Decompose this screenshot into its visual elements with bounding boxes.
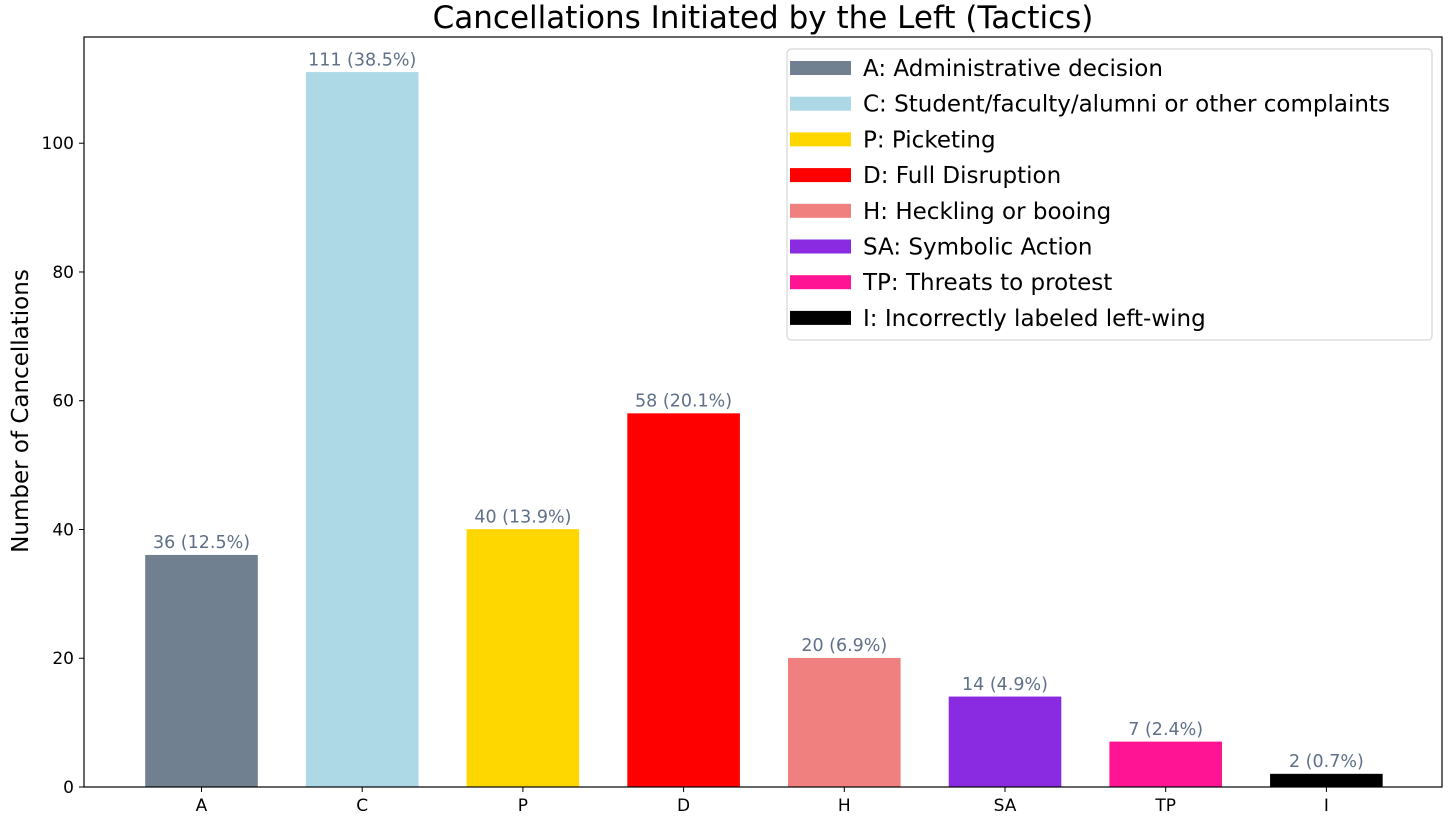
y-tick-label: 60 — [52, 392, 74, 412]
bar-value-label: 20 (6.9%) — [801, 636, 887, 656]
x-tick-label: I — [1324, 796, 1329, 816]
bar-value-label: 14 (4.9%) — [962, 675, 1048, 695]
legend-label-c: C: Student/faculty/alumni or other compl… — [863, 92, 1390, 118]
y-tick-label: 0 — [63, 778, 74, 798]
bar-value-label: 36 (12.5%) — [153, 533, 250, 553]
legend-label-h: H: Heckling or booing — [863, 199, 1111, 225]
x-tick-label: TP — [1154, 796, 1176, 816]
x-tick-label: D — [677, 796, 690, 816]
chart-title: Cancellations Initiated by the Left (Tac… — [433, 0, 1094, 36]
legend-label-d: D: Full Disruption — [863, 163, 1061, 189]
legend-label-i: I: Incorrectly labeled left-wing — [863, 306, 1206, 332]
legend-label-p: P: Picketing — [863, 127, 996, 153]
y-tick-label: 80 — [52, 263, 74, 283]
legend-swatch-d — [790, 168, 851, 183]
y-axis-label: Number of Cancellations — [8, 269, 34, 553]
y-tick-label: 40 — [52, 520, 74, 540]
legend-label-a: A: Administrative decision — [863, 56, 1163, 82]
legend-swatch-h — [790, 203, 851, 218]
legend-swatch-i — [790, 310, 851, 325]
legend-swatch-c — [790, 96, 851, 111]
x-tick-label: C — [356, 796, 368, 816]
x-tick-label: H — [838, 796, 851, 816]
plot-area: 36 (12.5%) A 111 (38.5%) C 40 (13.9%) P 58 (20… — [42, 36, 1443, 816]
bar-a — [145, 554, 258, 788]
x-tick-label: A — [196, 796, 208, 816]
y-tick-label: 20 — [52, 649, 74, 669]
x-tick-label: P — [518, 796, 528, 816]
legend-swatch-a — [790, 61, 851, 75]
bar-p — [466, 529, 580, 788]
legend: A: Administrative decision C: Student/fac… — [786, 48, 1433, 341]
legend-label-sa: SA: Symbolic Action — [863, 235, 1092, 261]
bar-h — [787, 657, 901, 788]
legend-swatch-sa — [790, 239, 851, 254]
bar-value-label: 2 (0.7%) — [1289, 752, 1364, 772]
legend-box — [786, 48, 1433, 341]
bar-c — [305, 72, 419, 788]
legend-swatch-p — [790, 132, 851, 147]
bar-value-label: 40 (13.9%) — [474, 507, 571, 527]
legend-swatch-tp — [790, 275, 851, 290]
bar-value-label: 7 (2.4%) — [1128, 720, 1203, 740]
axes-frame — [83, 36, 1443, 788]
bar-d — [627, 413, 740, 788]
bar-i — [1270, 773, 1383, 788]
y-tick-label: 100 — [42, 134, 74, 154]
bar-sa — [948, 696, 1062, 788]
x-tick-label: SA — [994, 796, 1017, 816]
bar-value-label: 111 (38.5%) — [308, 50, 416, 70]
bar-value-label: 58 (20.1%) — [635, 392, 732, 412]
legend-label-tp: TP: Threats to protest — [862, 270, 1112, 296]
bar-tp — [1109, 741, 1222, 788]
